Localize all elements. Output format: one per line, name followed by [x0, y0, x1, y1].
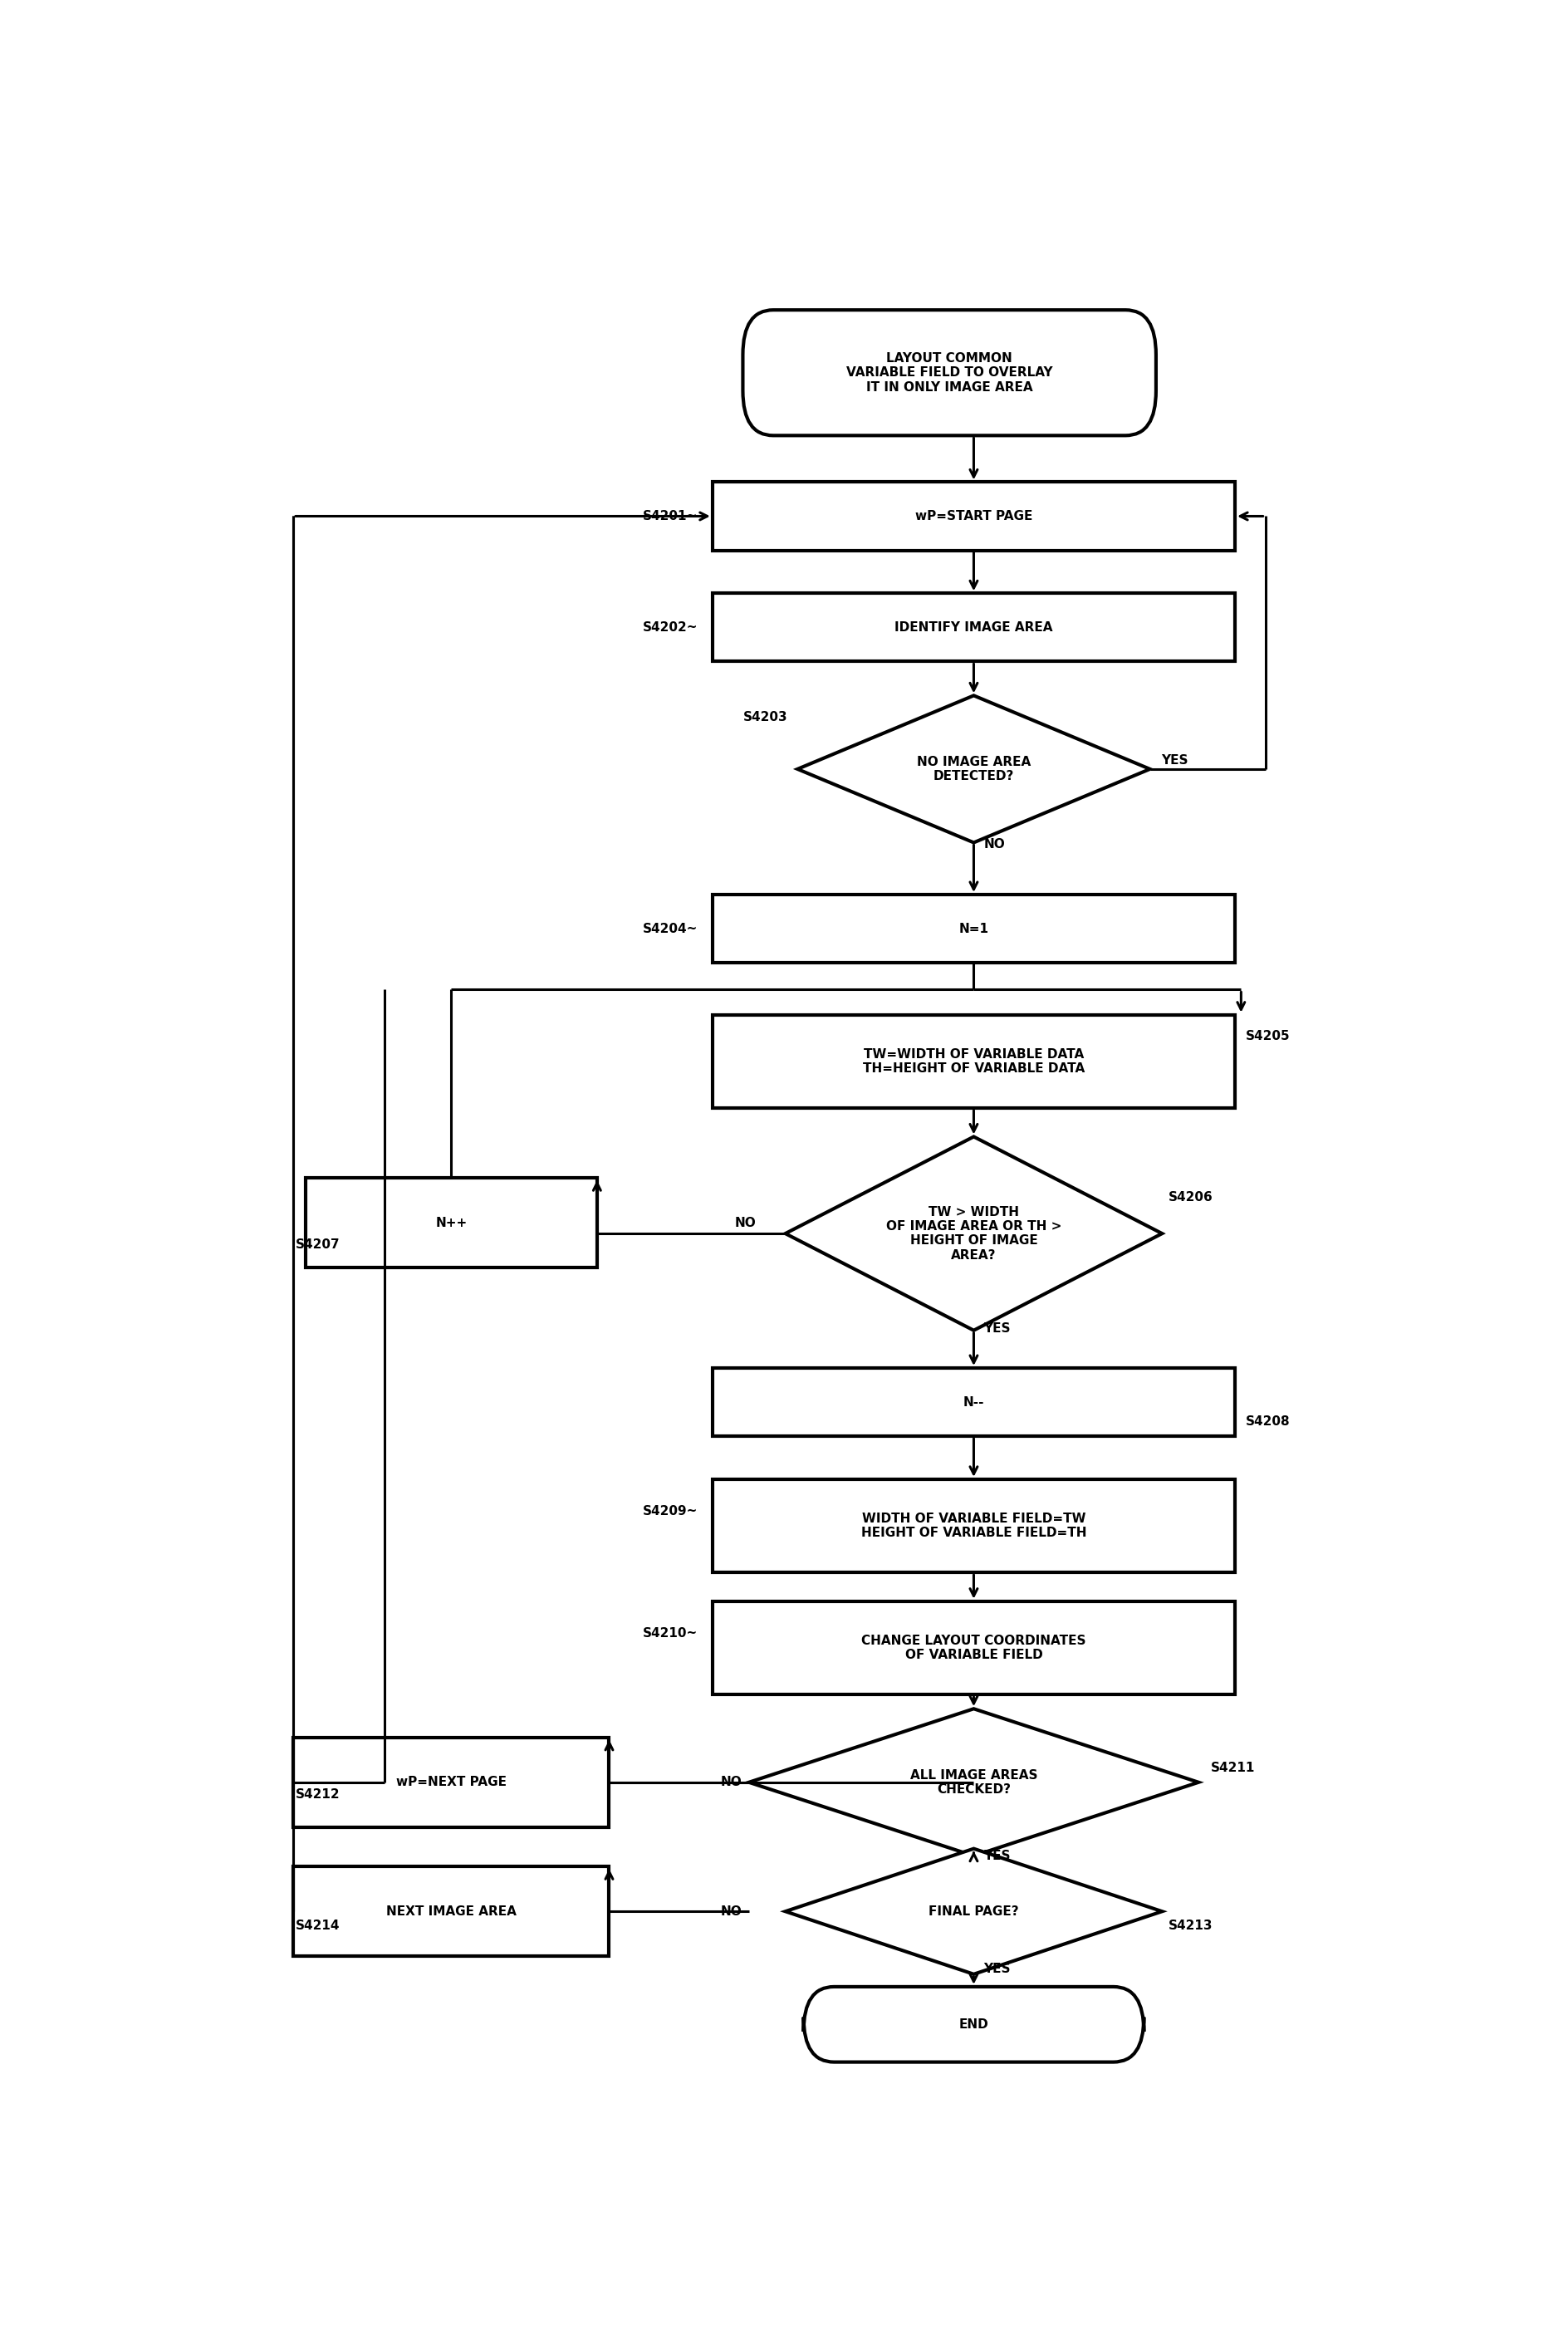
Bar	[712, 1479, 1236, 1572]
Text: YES: YES	[983, 1323, 1010, 1335]
Text: S4211: S4211	[1210, 1761, 1254, 1775]
Text: YES: YES	[1160, 755, 1189, 766]
Text: TW > WIDTH
OF IMAGE AREA OR TH >
HEIGHT OF IMAGE
AREA?: TW > WIDTH OF IMAGE AREA OR TH > HEIGHT …	[886, 1206, 1062, 1262]
Text: S4207: S4207	[296, 1239, 340, 1251]
Text: YES: YES	[983, 1849, 1010, 1863]
Bar	[293, 1866, 608, 1956]
Text: wP=NEXT PAGE: wP=NEXT PAGE	[397, 1777, 506, 1789]
Polygon shape	[750, 1709, 1198, 1856]
Bar	[306, 1178, 597, 1267]
Text: S4214: S4214	[296, 1919, 340, 1933]
Text: NO: NO	[983, 838, 1005, 850]
Text: NO: NO	[720, 1777, 742, 1789]
Text: NO IMAGE AREA
DETECTED?: NO IMAGE AREA DETECTED?	[917, 755, 1030, 783]
Text: N--: N--	[963, 1395, 985, 1409]
Text: wP=START PAGE: wP=START PAGE	[916, 510, 1032, 522]
Text: TW=WIDTH OF VARIABLE DATA
TH=HEIGHT OF VARIABLE DATA: TW=WIDTH OF VARIABLE DATA TH=HEIGHT OF V…	[862, 1048, 1085, 1074]
Text: S4206: S4206	[1168, 1192, 1212, 1204]
Text: NO: NO	[735, 1216, 756, 1230]
Text: S4208: S4208	[1247, 1416, 1290, 1428]
Text: S4210~: S4210~	[643, 1628, 698, 1640]
Text: S4205: S4205	[1247, 1029, 1290, 1043]
Text: NEXT IMAGE AREA: NEXT IMAGE AREA	[386, 1905, 516, 1917]
Bar	[712, 1367, 1236, 1437]
Text: FINAL PAGE?: FINAL PAGE?	[928, 1905, 1019, 1917]
Bar	[712, 1015, 1236, 1109]
Polygon shape	[786, 1849, 1162, 1975]
Text: LAYOUT COMMON
VARIABLE FIELD TO OVERLAY
IT IN ONLY IMAGE AREA: LAYOUT COMMON VARIABLE FIELD TO OVERLAY …	[847, 352, 1052, 394]
Text: S4201~: S4201~	[643, 510, 698, 522]
Text: S4209~: S4209~	[643, 1505, 698, 1519]
Text: N=1: N=1	[958, 922, 989, 934]
Bar	[712, 894, 1236, 962]
Text: END: END	[960, 2019, 988, 2031]
Text: IDENTIFY IMAGE AREA: IDENTIFY IMAGE AREA	[895, 622, 1052, 633]
Bar	[712, 594, 1236, 661]
FancyBboxPatch shape	[803, 1987, 1145, 2061]
Text: S4213: S4213	[1168, 1919, 1212, 1933]
Text: WIDTH OF VARIABLE FIELD=TW
HEIGHT OF VARIABLE FIELD=TH: WIDTH OF VARIABLE FIELD=TW HEIGHT OF VAR…	[861, 1512, 1087, 1539]
Text: ALL IMAGE AREAS
CHECKED?: ALL IMAGE AREAS CHECKED?	[909, 1768, 1038, 1796]
Bar	[712, 1600, 1236, 1696]
Text: N++: N++	[436, 1216, 467, 1230]
Text: YES: YES	[983, 1963, 1010, 1975]
FancyBboxPatch shape	[743, 310, 1156, 436]
Bar	[712, 482, 1236, 550]
Text: NO: NO	[720, 1905, 742, 1917]
Text: CHANGE LAYOUT COORDINATES
OF VARIABLE FIELD: CHANGE LAYOUT COORDINATES OF VARIABLE FI…	[861, 1635, 1087, 1661]
Text: S4202~: S4202~	[643, 622, 698, 633]
Text: S4212: S4212	[296, 1789, 340, 1800]
Text: S4204~: S4204~	[643, 922, 698, 934]
Polygon shape	[798, 696, 1149, 843]
Bar	[293, 1737, 608, 1828]
Text: S4203: S4203	[743, 710, 787, 724]
Polygon shape	[786, 1137, 1162, 1330]
